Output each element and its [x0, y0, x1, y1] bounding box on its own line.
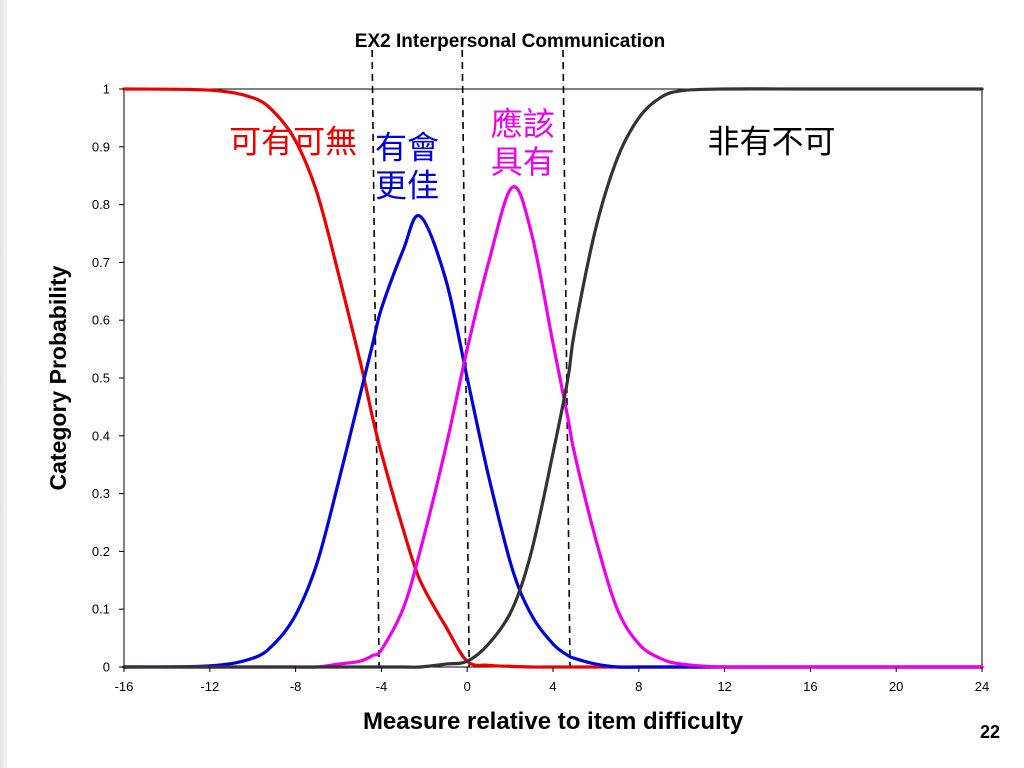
series-annotation-4: 非有不可 — [707, 123, 835, 161]
y-tick-label: 0.4 — [92, 428, 110, 443]
x-tick-label: -8 — [290, 679, 302, 694]
y-tick-label: 1 — [103, 82, 110, 97]
threshold-layer — [371, 49, 571, 668]
y-tick-label: 0.3 — [92, 486, 110, 501]
x-tick-label: 4 — [549, 679, 556, 694]
y-tick-label: 0.2 — [92, 544, 110, 559]
x-tick-label: 8 — [635, 679, 642, 694]
x-tick-label: -4 — [376, 679, 388, 694]
x-tick-label: 0 — [464, 679, 471, 694]
y-tick-label: 0 — [103, 660, 110, 675]
x-tick-label: -16 — [115, 679, 134, 694]
y-tick-label: 0.1 — [92, 602, 110, 617]
axis-layer: -16 -12 -8 -4 0 4 8 12 16 20 24 0 0.1 0.2 0.3 0.4 0.5 0.6… — [92, 82, 989, 695]
y-tick-label: 0.6 — [92, 313, 110, 328]
series-line-2 — [122, 214, 984, 669]
y-tick-label: 0.7 — [92, 255, 110, 270]
annotation-text-line-1: 應該 — [491, 105, 555, 143]
y-tick-label: 0.5 — [92, 371, 110, 386]
annotation-text-line-2: 更佳 — [375, 166, 439, 204]
series-line-4 — [122, 87, 984, 669]
x-tick-label: 16 — [803, 679, 817, 694]
threshold-line-3 — [562, 49, 571, 668]
x-axis-label: Measure relative to item difficulty — [363, 708, 744, 735]
x-tick-label: 20 — [889, 679, 903, 694]
series-annotation-1: 可有可無 — [229, 123, 357, 161]
annotation-text: 可有可無 — [229, 123, 357, 161]
annotation-text: 非有不可 — [707, 123, 835, 161]
threshold-line-1 — [371, 49, 380, 668]
y-tick-label: 0.9 — [92, 139, 110, 154]
x-tick-label: 12 — [717, 679, 731, 694]
slide-edge — [0, 0, 7, 768]
page-number: 22 — [979, 722, 1000, 742]
x-tick-label: 24 — [975, 679, 989, 694]
annotation-text-line-2: 具有 — [491, 143, 555, 181]
threshold-line-2 — [461, 49, 470, 668]
x-tick-label: -12 — [200, 679, 219, 694]
series-layer — [122, 87, 984, 669]
y-axis-label: Category Probability — [45, 265, 71, 490]
plot-area — [123, 88, 983, 668]
chart-title: EX2 Interpersonal Communication — [355, 31, 665, 52]
annotation-text-line-1: 有會 — [375, 128, 439, 166]
y-tick-label: 0.8 — [92, 197, 110, 212]
